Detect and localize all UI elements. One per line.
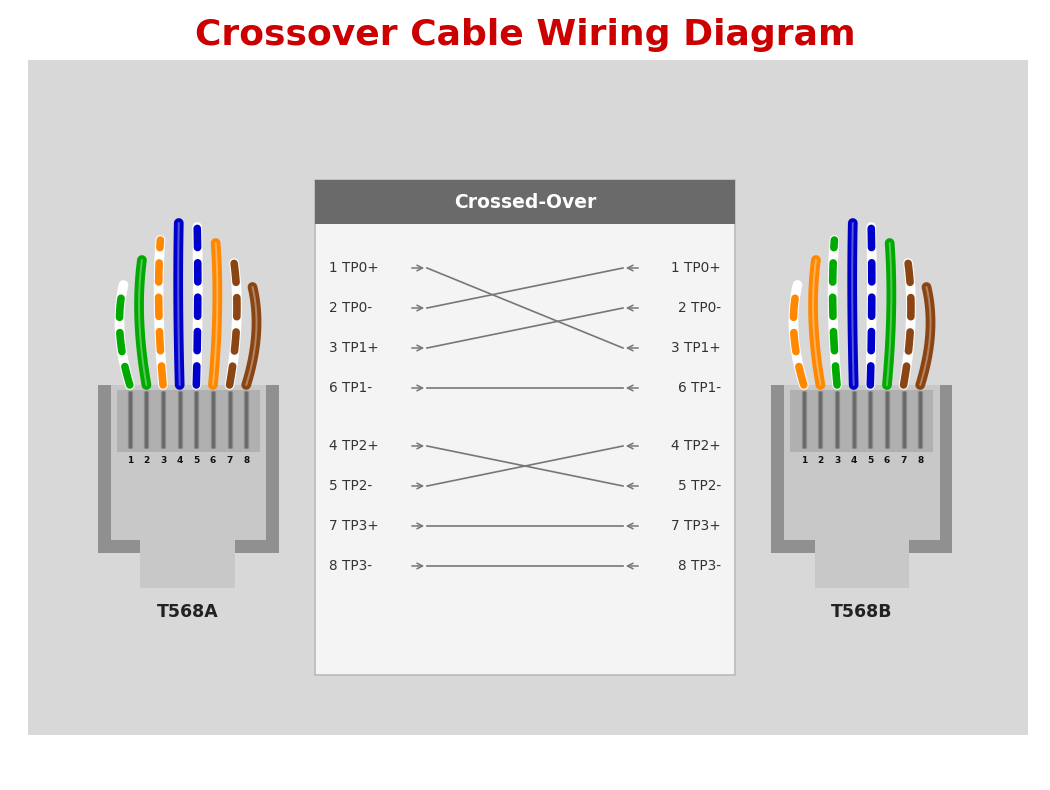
Text: 4 TP2+: 4 TP2+ <box>671 439 721 453</box>
FancyBboxPatch shape <box>117 390 259 452</box>
FancyBboxPatch shape <box>28 60 1028 735</box>
Text: 5 TP2-: 5 TP2- <box>329 479 373 493</box>
FancyBboxPatch shape <box>141 540 235 588</box>
Text: 6 TP1-: 6 TP1- <box>678 381 721 395</box>
Text: 5: 5 <box>867 456 874 465</box>
FancyBboxPatch shape <box>98 385 278 553</box>
Text: 5: 5 <box>193 456 200 465</box>
Text: 2: 2 <box>817 456 823 465</box>
Text: 4: 4 <box>850 456 857 465</box>
FancyBboxPatch shape <box>315 180 735 224</box>
Text: 1: 1 <box>801 456 807 465</box>
FancyBboxPatch shape <box>815 540 909 588</box>
Text: 8: 8 <box>243 456 249 465</box>
Text: 6: 6 <box>884 456 890 465</box>
Text: 4 TP2+: 4 TP2+ <box>329 439 379 453</box>
Text: 7 TP3+: 7 TP3+ <box>329 519 379 533</box>
Text: 3: 3 <box>160 456 166 465</box>
Text: 4: 4 <box>176 456 183 465</box>
Text: 7: 7 <box>227 456 233 465</box>
Text: 8 TP3-: 8 TP3- <box>329 559 372 573</box>
FancyBboxPatch shape <box>784 385 940 540</box>
FancyBboxPatch shape <box>110 385 266 540</box>
FancyBboxPatch shape <box>791 390 933 452</box>
Text: 8: 8 <box>917 456 923 465</box>
Text: T568A: T568A <box>158 603 218 621</box>
Text: 8 TP3-: 8 TP3- <box>678 559 721 573</box>
FancyBboxPatch shape <box>772 385 952 553</box>
Text: 3 TP1+: 3 TP1+ <box>671 341 721 355</box>
Text: 3: 3 <box>834 456 840 465</box>
Text: 6: 6 <box>210 456 216 465</box>
Text: 2: 2 <box>143 456 149 465</box>
Text: 7: 7 <box>901 456 907 465</box>
Text: 2 TP0-: 2 TP0- <box>329 301 372 315</box>
Text: 1 TP0+: 1 TP0+ <box>671 261 721 275</box>
FancyBboxPatch shape <box>315 180 735 675</box>
Text: 3 TP1+: 3 TP1+ <box>329 341 379 355</box>
Text: 5 TP2-: 5 TP2- <box>677 479 721 493</box>
Text: Crossover Cable Wiring Diagram: Crossover Cable Wiring Diagram <box>194 18 856 52</box>
Text: 6 TP1-: 6 TP1- <box>329 381 372 395</box>
Text: T568B: T568B <box>832 603 892 621</box>
Text: 1: 1 <box>127 456 133 465</box>
Text: Crossed-Over: Crossed-Over <box>454 193 596 212</box>
Text: 1 TP0+: 1 TP0+ <box>329 261 379 275</box>
Text: 2 TP0-: 2 TP0- <box>678 301 721 315</box>
Text: 7 TP3+: 7 TP3+ <box>671 519 721 533</box>
